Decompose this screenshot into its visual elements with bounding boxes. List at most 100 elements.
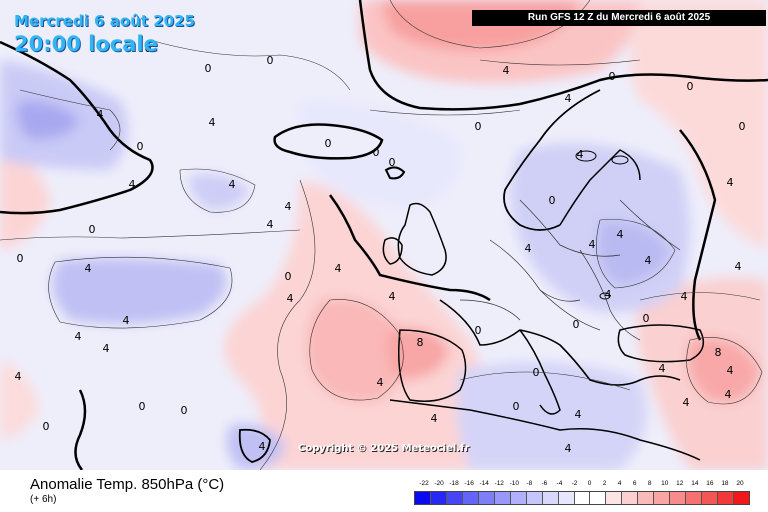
scale-tick-label: -22	[419, 480, 429, 487]
contour-label: 0	[145, 42, 152, 55]
contour-label: 0	[137, 140, 144, 153]
scale-tick-label: 4	[617, 480, 622, 487]
scale-swatch	[415, 492, 431, 504]
contour-label: 4	[727, 176, 734, 189]
contour-label: 4	[575, 408, 582, 421]
run-info-banner: Run GFS 12 Z du Mercredi 6 août 2025	[472, 10, 766, 26]
scale-tick-label: -4	[556, 480, 563, 487]
scale-swatch	[622, 492, 639, 504]
contour-label: 4	[335, 262, 342, 275]
faroe-coast	[384, 166, 406, 180]
contour-label: 4	[123, 314, 130, 327]
contour-label: 4	[229, 178, 236, 191]
contour-label: 0	[17, 252, 24, 265]
scale-swatch	[494, 492, 511, 504]
country-borders	[459, 199, 681, 341]
valid-time: 20:00 locale	[14, 32, 158, 56]
scale-swatch	[718, 492, 735, 504]
contour-label: 4	[525, 242, 532, 255]
color-scale: -22 -20 -18 -16 -14 -12 -10 -8 -6 -4 -2 0 2 4 6 8 10 12 14…	[414, 480, 750, 505]
mediterranean-coast	[439, 299, 681, 386]
contour-label: 0	[89, 223, 96, 236]
valid-date: Mercredi 6 août 2025	[14, 12, 195, 30]
western-coast	[328, 194, 491, 302]
contour-label: 4	[683, 396, 690, 409]
contour-label: 0	[533, 366, 540, 379]
scale-swatch	[462, 492, 479, 504]
contour-label: 4	[617, 228, 624, 241]
contour-label: 4	[267, 218, 274, 231]
scale-swatch	[590, 492, 607, 504]
contour-label: 0	[687, 80, 694, 93]
britain-coast	[397, 202, 447, 276]
contour-label: 0	[609, 70, 616, 83]
contour-label: 4	[287, 292, 294, 305]
contour-label: 4	[377, 376, 384, 389]
contour-label: 4	[209, 116, 216, 129]
contour-label: 4	[85, 262, 92, 275]
contour-label: 4	[605, 288, 612, 301]
legend-subtitle: (+ 6h)	[30, 494, 57, 505]
contour-label: 4	[565, 92, 572, 105]
sw-landmass-coast	[74, 389, 87, 470]
scale-tick-label: 6	[632, 480, 637, 487]
contour-label: 0	[475, 324, 482, 337]
scale-swatch	[638, 492, 655, 504]
coastlines	[0, 0, 768, 470]
contour-label: 4	[285, 200, 292, 213]
contour-label: 8	[715, 346, 722, 359]
scale-tick-label: 10	[661, 480, 669, 487]
eastern-boundary	[679, 129, 717, 341]
contour-label: 4	[577, 148, 584, 161]
color-scale-bar	[414, 491, 750, 505]
scale-tick-label: -20	[434, 480, 444, 487]
scale-swatch	[430, 492, 447, 504]
contour-label: 4	[75, 330, 82, 343]
scale-swatch	[510, 492, 527, 504]
ireland-coast	[382, 237, 403, 265]
iberia-coast	[398, 329, 467, 402]
contour-label: 0	[267, 54, 274, 67]
north-africa-coast	[389, 399, 701, 461]
contour-label: 4	[503, 64, 510, 77]
contour-label: 0	[549, 194, 556, 207]
scale-swatch	[574, 492, 591, 504]
scale-swatch	[670, 492, 687, 504]
contour-label: 0	[139, 400, 146, 413]
scale-swatch	[606, 492, 623, 504]
contour-label: 0	[181, 404, 188, 417]
contour-label: 4	[259, 440, 266, 453]
color-scale-ticks: -22 -20 -18 -16 -14 -12 -10 -8 -6 -4 -2 0 2 4 6 8 10 12 14…	[414, 480, 750, 490]
contour-label: 4	[727, 364, 734, 377]
scale-swatch	[686, 492, 703, 504]
scale-tick-label: -14	[479, 480, 489, 487]
contour-label: 4	[431, 412, 438, 425]
contour-label: 4	[659, 362, 666, 375]
contour-label: 4	[725, 388, 732, 401]
lakes	[575, 150, 629, 300]
scale-swatch	[478, 492, 495, 504]
scale-tick-label: 20	[736, 480, 744, 487]
contour-label: 0	[573, 318, 580, 331]
scale-tick-label: -10	[509, 480, 519, 487]
arctic-coast	[358, 0, 521, 111]
contour-label: 0	[373, 146, 380, 159]
contour-label: 0	[513, 400, 520, 413]
scale-tick-label: 0	[587, 480, 592, 487]
scale-swatch	[526, 492, 543, 504]
contour-label: 0	[643, 312, 650, 325]
scale-tick-label: -16	[464, 480, 474, 487]
contour-label: 4	[103, 342, 110, 355]
scale-swatch	[654, 492, 671, 504]
contour-label: 0	[389, 156, 396, 169]
scale-swatch	[558, 492, 575, 504]
baltic-coast	[559, 149, 641, 226]
contour-label: 0	[285, 270, 292, 283]
contour-label: 4	[129, 178, 136, 191]
contour-label: 0	[43, 420, 50, 433]
scale-tick-label: -6	[541, 480, 548, 487]
scale-tick-label: -12	[494, 480, 504, 487]
contour-label: 0	[205, 62, 212, 75]
copyright-notice: Copyright © 2025 Meteociel.fr	[298, 443, 470, 454]
legend-title: Anomalie Temp. 850hPa (°C)	[30, 476, 225, 493]
